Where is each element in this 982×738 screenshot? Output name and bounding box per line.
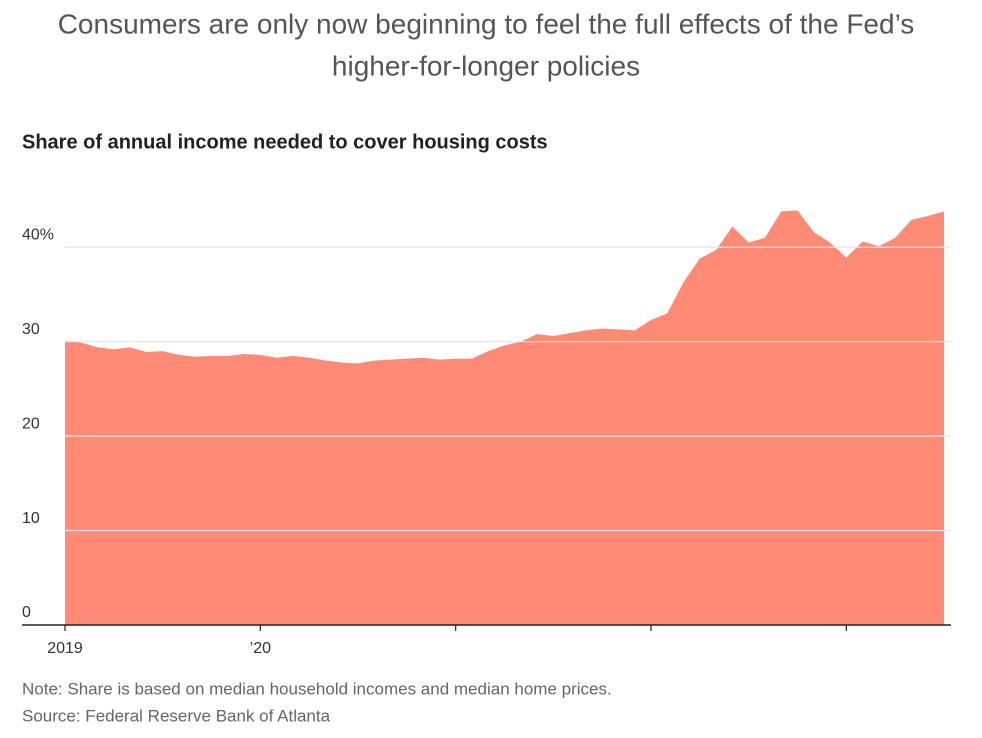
chart-title: higher-for-longer policies [332,50,640,81]
chart-subtitle: Share of annual income needed to cover h… [22,131,548,153]
y-tick-label: 40% [22,226,54,243]
area [65,210,944,625]
y-tick-label: 0 [22,604,31,621]
source: Source: Federal Reserve Bank of Atlanta [22,706,331,725]
note: Note: Share is based on median household… [22,679,612,698]
x-tick-label: ’20 [250,640,271,657]
chart-title: Consumers are only now beginning to feel… [58,8,915,39]
y-tick-label: 30 [22,321,40,338]
x-tick-label: 2019 [47,640,83,657]
y-tick-label: 20 [22,415,40,432]
y-tick-label: 10 [22,510,40,527]
